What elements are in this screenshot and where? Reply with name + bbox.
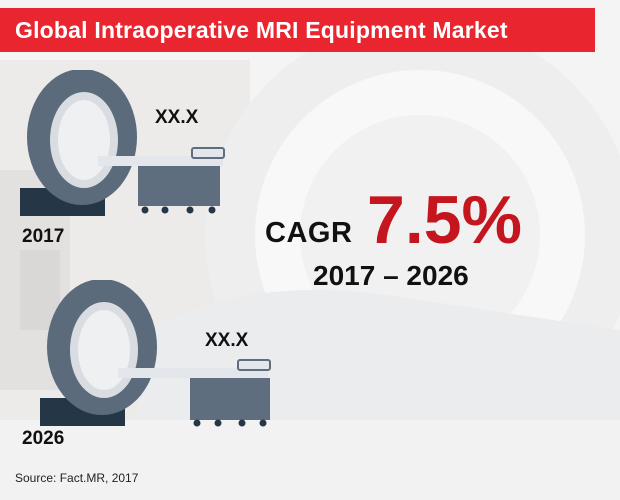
source-note: Source: Fact.MR, 2017 (15, 471, 139, 485)
mri-scanner-icon-2017 (20, 70, 225, 216)
value-2017: XX.X (155, 107, 199, 128)
cagr-callout: CAGR 7.5% (265, 180, 595, 260)
cagr-value: 7.5% (367, 182, 522, 258)
value-2026: XX.X (205, 330, 249, 351)
year-2026: 2026 (22, 428, 65, 449)
year-2017: 2017 (22, 226, 65, 247)
cagr-label: CAGR (265, 217, 353, 249)
cagr-period: 2017 – 2026 (313, 260, 469, 291)
mri-scanner-icon-2026 (40, 280, 271, 427)
page-title: Global Intraoperative MRI Equipment Mark… (0, 8, 595, 52)
